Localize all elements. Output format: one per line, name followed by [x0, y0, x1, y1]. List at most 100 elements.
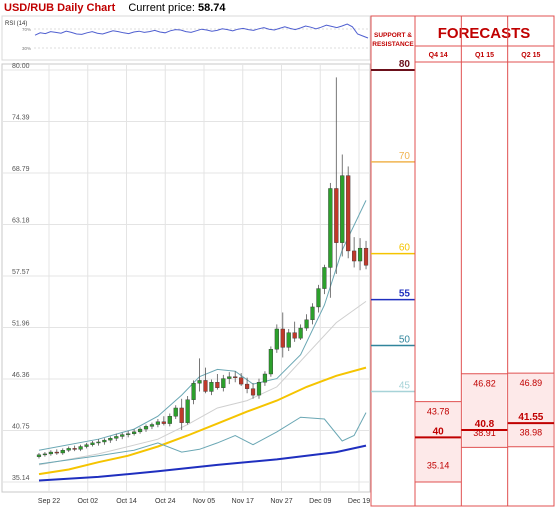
price-panel: 80.00 74.39 68.79 63.18 57.57 51.96 46.36 40.75… [1, 63, 371, 505]
x-tick-label: Dec 19 [348, 498, 370, 505]
candle-body [304, 319, 309, 329]
y-tick-label: 40.75 [12, 424, 30, 431]
sr-panel-frame [370, 15, 416, 507]
candle-body [126, 433, 131, 435]
candle-body [84, 444, 89, 447]
x-tick-label: Dec 09 [309, 498, 331, 505]
x-tick-label: Sep 22 [38, 498, 60, 505]
candle-body [137, 428, 143, 433]
moving-average-line [38, 200, 367, 451]
candle-body [239, 377, 244, 385]
y-tick-label: 68.79 [12, 166, 30, 173]
candle-body [54, 451, 59, 454]
chart-title: USD/RUB Daily Chart [4, 2, 116, 14]
y-tick-label: 63.18 [12, 218, 30, 225]
sr-level-label: 80 [399, 59, 411, 70]
candle-body [161, 421, 166, 424]
candle-body [340, 175, 345, 243]
forecast-high-label: 46.82 [473, 379, 496, 389]
forecast-low-label: 35.14 [427, 460, 450, 470]
candle-body [72, 448, 77, 450]
candle-body [352, 250, 357, 262]
candle-body [167, 416, 172, 424]
candle-body [143, 426, 149, 430]
rsi-label: RSI (14) [5, 21, 27, 27]
rsi-level-70-label: 70% [22, 27, 31, 32]
candle-body [298, 327, 303, 339]
forecast-mid-label: 40.8 [475, 419, 495, 430]
candle-body [60, 450, 65, 454]
forecasts-title: FORECASTS [438, 25, 531, 42]
current-price-value: 58.74 [198, 2, 226, 14]
sr-level-label: 55 [399, 289, 411, 300]
forecast-period-label: Q2 15 [521, 52, 540, 59]
candle-body [334, 188, 339, 243]
y-tick-label: 74.39 [12, 115, 30, 122]
candle-body [48, 451, 53, 455]
candle-body [346, 175, 351, 252]
candle-body [191, 382, 196, 400]
candle-body [233, 376, 238, 378]
forecast-low-label: 38.91 [473, 428, 496, 438]
x-tick-label: Oct 14 [116, 498, 137, 505]
candle-body [328, 188, 333, 268]
candle-body [120, 434, 125, 437]
candle-body [36, 454, 42, 457]
sr-level-label: 50 [399, 335, 411, 346]
candle-body [322, 267, 327, 289]
sr-level-label: 70 [399, 151, 411, 162]
sr-header-line1: SUPPORT & [374, 32, 412, 39]
candle-body [155, 421, 161, 425]
forecast-range-box [508, 373, 553, 447]
x-tick-label: Nov 17 [232, 498, 254, 505]
candle-body [256, 382, 262, 396]
candle-body [185, 399, 190, 423]
moving-average-line [38, 412, 367, 465]
chart-header: USD/RUB Daily Chart Current price: 58.74 [4, 2, 226, 14]
x-tick-label: Oct 24 [155, 498, 176, 505]
candle-body [221, 378, 226, 388]
candle-body [90, 442, 95, 445]
x-tick-label: Nov 05 [193, 498, 215, 505]
candle-body [78, 446, 83, 450]
candle-body [102, 439, 107, 443]
x-tick-label: Oct 02 [77, 498, 98, 505]
sr-level-label: 60 [399, 243, 411, 254]
forecast-high-label: 46.89 [520, 378, 543, 388]
candle-body [179, 407, 184, 423]
y-tick-label: 46.36 [12, 372, 30, 379]
candle-body [268, 348, 273, 375]
rsi-panel-frame [1, 15, 371, 61]
support-resistance-panel: SUPPORT & RESISTANCE 80 70 60 55 50 45 [370, 15, 416, 507]
candle-body [310, 306, 315, 321]
sr-level-label: 45 [399, 380, 411, 391]
forecast-mid-label: 41.55 [518, 412, 543, 423]
candle-body [209, 382, 214, 392]
price-panel-frame [1, 63, 371, 493]
forecast-range-box [462, 373, 507, 448]
y-tick-label: 57.57 [12, 269, 30, 276]
candle-body [357, 247, 363, 262]
candle-body [96, 441, 101, 444]
candle-body [149, 424, 155, 427]
rsi-line [34, 23, 369, 39]
forecast-period-label: Q1 15 [475, 52, 494, 59]
candle-body [286, 332, 291, 348]
current-price-label: Current price: [128, 2, 195, 14]
candle-body [274, 328, 279, 350]
candle-body [250, 388, 256, 396]
y-tick-label: 80.00 [12, 63, 30, 70]
rsi-level-30-label: 30% [22, 46, 31, 51]
forecast-mid-label: 40 [433, 426, 445, 437]
candle-body [244, 383, 250, 389]
moving-average-line [38, 300, 367, 466]
candle-body [114, 436, 119, 439]
candle-body [132, 431, 137, 434]
candle-body [292, 332, 297, 339]
candle-body [108, 438, 113, 441]
moving-average-line [38, 444, 367, 482]
candle-body [262, 373, 268, 383]
rsi-panel: RSI (14) 70% 30% [1, 15, 371, 61]
candle-body [227, 376, 232, 379]
